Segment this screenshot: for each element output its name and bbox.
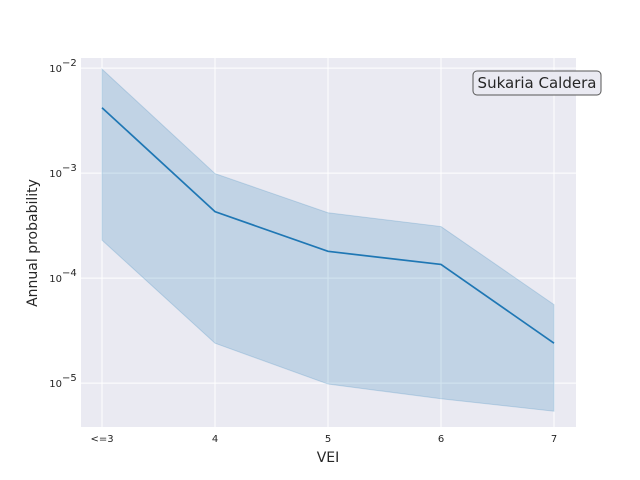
y-tick-label: 10 (49, 64, 62, 75)
x-tick-label: 7 (551, 434, 557, 445)
x-tick-label: 6 (438, 434, 444, 445)
series-line (101, 107, 555, 344)
y-axis-ticks: 10−210−310−410−5 (49, 58, 76, 390)
y-tick-exponent: −2 (62, 58, 77, 69)
x-axis-ticks: <=3 4 5 6 7 (90, 434, 557, 445)
x-axis-title: VEI (317, 450, 340, 466)
y-tick-label: 10 (49, 169, 62, 180)
x-tick-label: <=3 (90, 434, 113, 445)
annotation-label: Sukaria Caldera (478, 74, 597, 92)
y-tick-exponent: −5 (62, 373, 77, 384)
y-tick-label: 10 (49, 379, 62, 390)
y-tick-exponent: −3 (62, 163, 77, 174)
grid (81, 58, 576, 427)
confidence-band (101, 67, 555, 412)
y-tick-exponent: −4 (62, 268, 77, 279)
y-tick-label: 10 (49, 274, 62, 285)
annotation-box: Sukaria Caldera (472, 70, 602, 96)
x-tick-label: 4 (212, 434, 218, 445)
x-tick-label: 5 (325, 434, 331, 445)
y-axis-title: Annual probability (25, 179, 41, 307)
